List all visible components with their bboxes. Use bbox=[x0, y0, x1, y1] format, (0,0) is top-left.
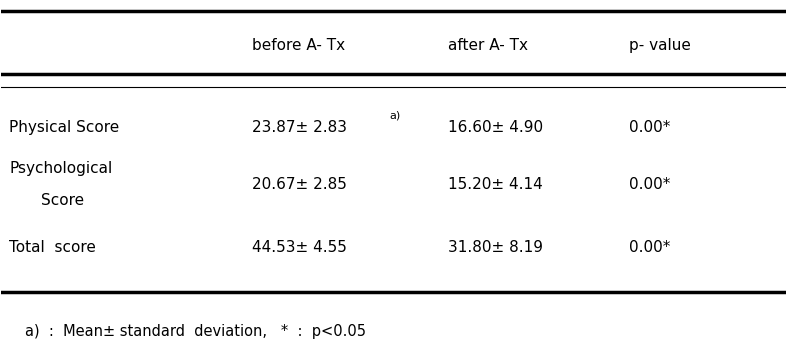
Text: before A- Tx: before A- Tx bbox=[253, 38, 345, 53]
Text: 16.60± 4.90: 16.60± 4.90 bbox=[449, 120, 544, 135]
Text: 0.00*: 0.00* bbox=[629, 240, 671, 255]
Text: 31.80± 8.19: 31.80± 8.19 bbox=[449, 240, 543, 255]
Text: after A- Tx: after A- Tx bbox=[449, 38, 528, 53]
Text: Score: Score bbox=[41, 193, 83, 208]
Text: 23.87± 2.83: 23.87± 2.83 bbox=[253, 120, 347, 135]
Text: Physical Score: Physical Score bbox=[9, 120, 120, 135]
Text: Total  score: Total score bbox=[9, 240, 96, 255]
Text: a)  :  Mean± standard  deviation,   *  :  p<0.05: a) : Mean± standard deviation, * : p<0.0… bbox=[25, 324, 366, 339]
Text: Psychological: Psychological bbox=[9, 161, 113, 176]
Text: 20.67± 2.85: 20.67± 2.85 bbox=[253, 177, 347, 192]
Text: 0.00*: 0.00* bbox=[629, 177, 671, 192]
Text: 15.20± 4.14: 15.20± 4.14 bbox=[449, 177, 543, 192]
Text: a): a) bbox=[390, 110, 401, 120]
Text: 44.53± 4.55: 44.53± 4.55 bbox=[253, 240, 347, 255]
Text: 0.00*: 0.00* bbox=[629, 120, 671, 135]
Text: p- value: p- value bbox=[629, 38, 691, 53]
